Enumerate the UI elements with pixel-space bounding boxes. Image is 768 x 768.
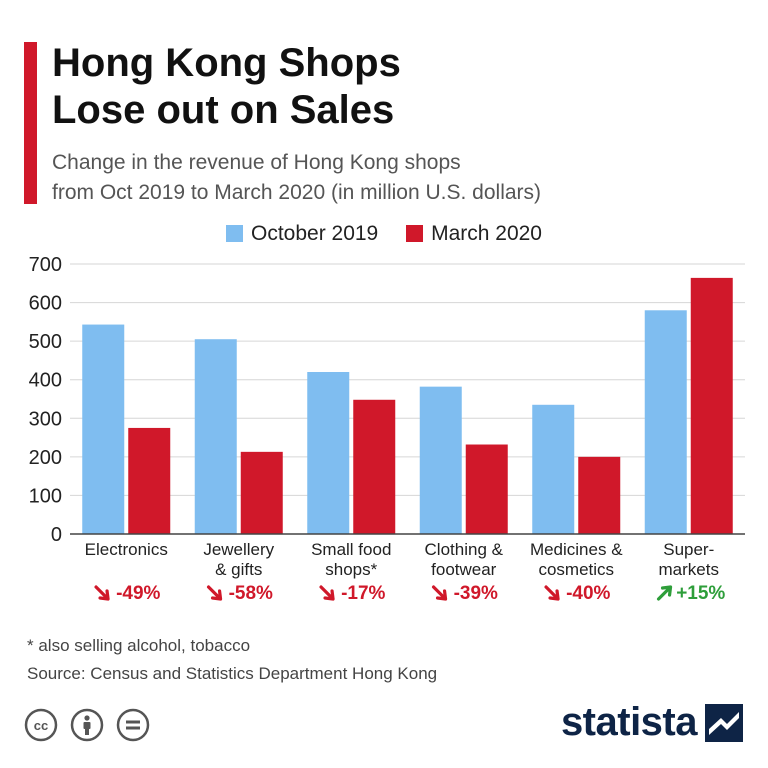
arrow-down-icon (544, 585, 560, 601)
y-tick-label: 100 (29, 485, 62, 507)
y-tick-label: 500 (29, 331, 62, 353)
attribution-icon (70, 708, 104, 742)
svg-text:cc: cc (34, 718, 48, 733)
arrow-down-icon (94, 585, 110, 601)
x-tick-label: Jewellery & gifts (203, 540, 274, 579)
chart-title: Hong Kong Shops Lose out on Sales (52, 40, 401, 134)
source-note: Source: Census and Statistics Department… (27, 664, 438, 683)
bar-march-2020 (128, 427, 171, 534)
bar-march-2020 (240, 451, 283, 534)
title-accent-bar (24, 42, 37, 204)
subtitle-line-1: Change in the revenue of Hong Kong shops (52, 151, 461, 174)
legend-label-march: March 2020 (431, 222, 542, 245)
bar-chart: 0 100 200 300 400 500 600 700 Electronics -49% Jew… (29, 254, 745, 604)
bar-october-2019 (419, 386, 462, 534)
x-tick-label: Clothing & footwear (425, 540, 504, 579)
legend: October 2019 March 2020 (0, 222, 768, 246)
x-tick-label: Electronics (85, 540, 168, 559)
change-label: -39% (454, 583, 498, 604)
change-label: +15% (676, 583, 725, 604)
bar-october-2019 (82, 324, 125, 534)
bar-march-2020 (465, 444, 508, 534)
y-tick-label: 0 (51, 524, 62, 546)
y-tick-label: 700 (29, 254, 62, 276)
x-tick-label: Medicines & cosmetics (530, 540, 623, 579)
legend-item-october: October 2019 (225, 222, 379, 246)
legend-swatch-october (225, 225, 243, 242)
arrow-down-icon (319, 585, 335, 601)
bar-october-2019 (532, 404, 575, 534)
no-derivatives-icon (116, 708, 150, 742)
bar-october-2019 (307, 372, 350, 534)
legend-item-march: March 2020 (406, 222, 542, 246)
x-tick-label: Small food shops* (311, 540, 391, 579)
bar-october-2019 (644, 310, 687, 534)
chart-subtitle: Change in the revenue of Hong Kong shops… (52, 148, 541, 208)
license-icons: cc (24, 708, 150, 742)
brand-name: statista (560, 700, 698, 744)
change-label: -58% (229, 583, 273, 604)
arrow-up-icon (656, 585, 673, 601)
creative-commons-icon: cc (24, 708, 58, 742)
x-tick-label: Super-markets (659, 540, 719, 579)
statista-logo: statista (561, 700, 743, 745)
title-line-1: Hong Kong Shops (52, 41, 401, 85)
legend-swatch-march (406, 225, 424, 242)
y-tick-label: 600 (29, 293, 62, 315)
bar-october-2019 (194, 339, 237, 534)
change-label: -40% (566, 583, 610, 604)
title-line-2: Lose out on Sales (52, 88, 395, 132)
change-label: -17% (341, 583, 385, 604)
statista-mark-icon (705, 703, 743, 742)
bar-march-2020 (578, 456, 621, 534)
y-tick-label: 400 (29, 370, 62, 392)
subtitle-line-2: from Oct 2019 to March 2020 (in million … (52, 181, 542, 204)
y-tick-label: 200 (29, 447, 62, 469)
arrow-down-icon (206, 585, 223, 601)
change-label: -49% (116, 583, 160, 604)
arrow-down-icon (431, 585, 448, 601)
footnote: * also selling alcohol, tobacco (27, 636, 251, 655)
bar-march-2020 (353, 399, 396, 534)
legend-label-october: October 2019 (250, 222, 379, 245)
bar-march-2020 (690, 277, 733, 534)
y-tick-label: 300 (29, 408, 62, 430)
